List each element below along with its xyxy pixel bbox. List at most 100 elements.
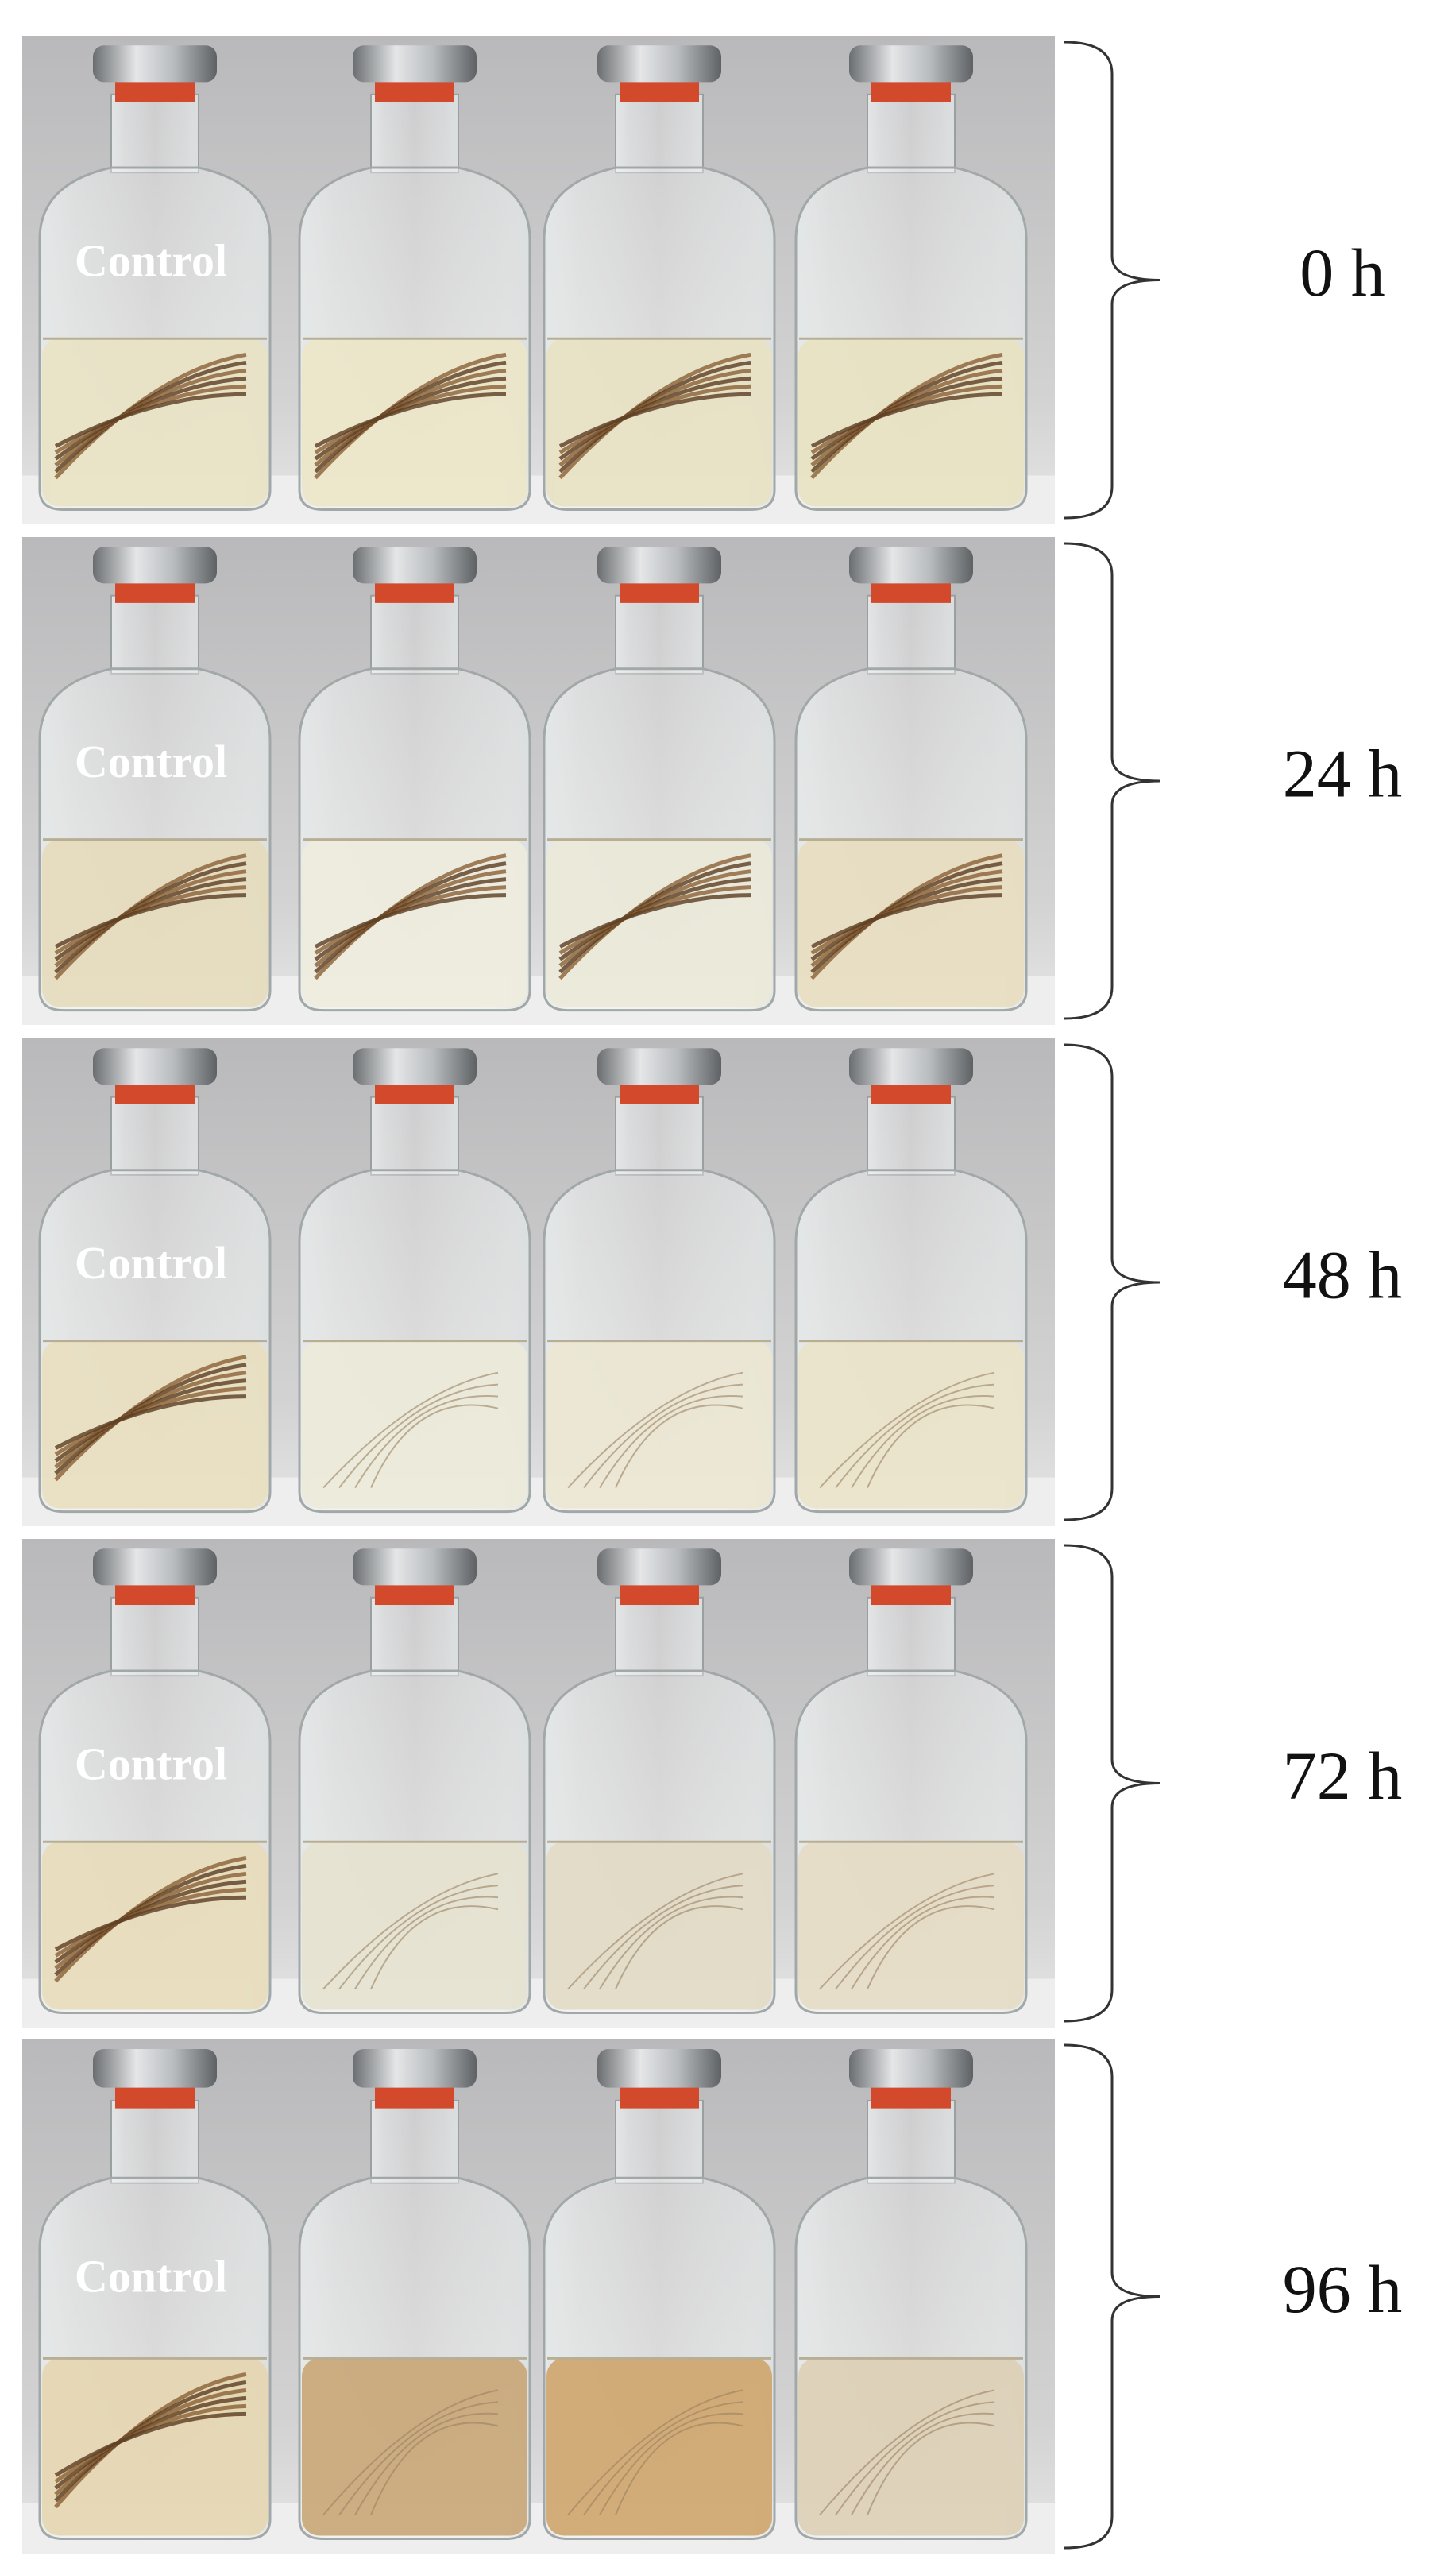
cap xyxy=(849,1548,973,1586)
feather xyxy=(314,885,507,955)
bottle-neck xyxy=(615,1096,704,1176)
feather xyxy=(314,352,507,480)
cap xyxy=(597,1048,721,1085)
cap xyxy=(849,547,973,584)
time-label: 48 h xyxy=(1283,1237,1403,1313)
feather xyxy=(54,1378,247,1463)
red-seal xyxy=(115,2085,195,2109)
feather-residue xyxy=(867,2422,995,2515)
feather xyxy=(558,360,751,474)
feather-residue xyxy=(819,1873,995,1990)
cap xyxy=(353,547,477,584)
bottle-neck xyxy=(110,93,199,174)
brace xyxy=(1064,41,1161,520)
feather xyxy=(558,376,751,461)
feather xyxy=(54,1871,247,1970)
liquid xyxy=(798,839,1024,1007)
liquid xyxy=(42,338,268,507)
feather xyxy=(54,1394,247,1450)
time-label: 96 h xyxy=(1283,2251,1403,2327)
cap xyxy=(353,1048,477,1085)
bottle xyxy=(543,1548,776,2015)
bottle-neck xyxy=(370,594,459,675)
feather-residue xyxy=(615,2422,743,2515)
feather xyxy=(810,360,1003,474)
bottle-neck xyxy=(110,1096,199,1176)
feather-residue xyxy=(835,1383,995,1489)
feather xyxy=(314,853,507,980)
time-label: 24 h xyxy=(1283,736,1403,812)
liquid xyxy=(42,839,268,1007)
red-seal xyxy=(871,1082,951,1104)
feather-residue xyxy=(322,1873,499,1990)
feather xyxy=(558,893,751,949)
red-seal xyxy=(115,1082,195,1104)
bottle-neck xyxy=(867,2099,956,2184)
cap xyxy=(353,45,477,83)
feather xyxy=(558,877,751,961)
bottle-neck xyxy=(867,594,956,675)
feather xyxy=(54,2387,247,2496)
feather-residue xyxy=(583,1383,743,1489)
bottle xyxy=(543,1048,776,1514)
bottle xyxy=(794,2048,1028,2541)
feather xyxy=(810,853,1003,980)
feather-residue xyxy=(583,1885,743,1990)
bottle xyxy=(298,1048,531,1514)
bottle-neck xyxy=(867,1596,956,1677)
feather-residue xyxy=(851,2412,995,2516)
feather xyxy=(54,861,247,974)
cap xyxy=(849,2048,973,2088)
feather xyxy=(810,392,1003,448)
feather xyxy=(54,2372,247,2509)
bottle-neck xyxy=(370,2099,459,2184)
feather xyxy=(558,392,751,448)
feather xyxy=(54,2403,247,2484)
cap xyxy=(93,1048,217,1085)
feather xyxy=(54,885,247,955)
control-label: Control xyxy=(75,736,227,787)
panel: Control 72 h xyxy=(22,1539,1402,2028)
bottle xyxy=(38,45,272,512)
feather xyxy=(54,869,247,968)
feather xyxy=(810,869,1003,968)
bottle xyxy=(543,2048,776,2541)
feather xyxy=(810,376,1003,461)
feather-residue xyxy=(851,1394,995,1489)
bottle xyxy=(38,1048,272,1514)
liquid xyxy=(546,338,772,507)
feather xyxy=(54,1855,247,1983)
liquid xyxy=(302,839,527,1007)
bottle xyxy=(38,1548,272,2015)
bottle-neck xyxy=(615,1596,704,1677)
feather xyxy=(54,1355,247,1482)
feather-residue xyxy=(599,1896,743,1990)
feather xyxy=(54,2380,247,2503)
feather xyxy=(810,893,1003,949)
bottle xyxy=(298,2048,531,2541)
bottle xyxy=(794,45,1028,512)
panel: Control 48 h xyxy=(22,1038,1402,1526)
feather xyxy=(54,352,247,480)
cap xyxy=(849,45,973,83)
feather-residue xyxy=(835,1885,995,1990)
feather xyxy=(810,877,1003,961)
feather-residue xyxy=(819,1371,995,1489)
bottle-neck xyxy=(110,1596,199,1677)
feather xyxy=(314,384,507,454)
cap xyxy=(597,45,721,83)
feather xyxy=(314,869,507,968)
brace xyxy=(1064,1043,1161,1521)
cap xyxy=(353,1548,477,1586)
feather xyxy=(54,1879,247,1964)
time-label: 72 h xyxy=(1283,1738,1403,1814)
feather xyxy=(54,1363,247,1475)
red-seal xyxy=(375,2085,454,2109)
feather xyxy=(314,376,507,461)
liquid xyxy=(42,1340,268,1509)
red-seal xyxy=(620,2085,699,2109)
feather-residue xyxy=(354,1394,499,1489)
feather-residue xyxy=(867,1905,995,1989)
feather-residue xyxy=(322,1371,499,1489)
